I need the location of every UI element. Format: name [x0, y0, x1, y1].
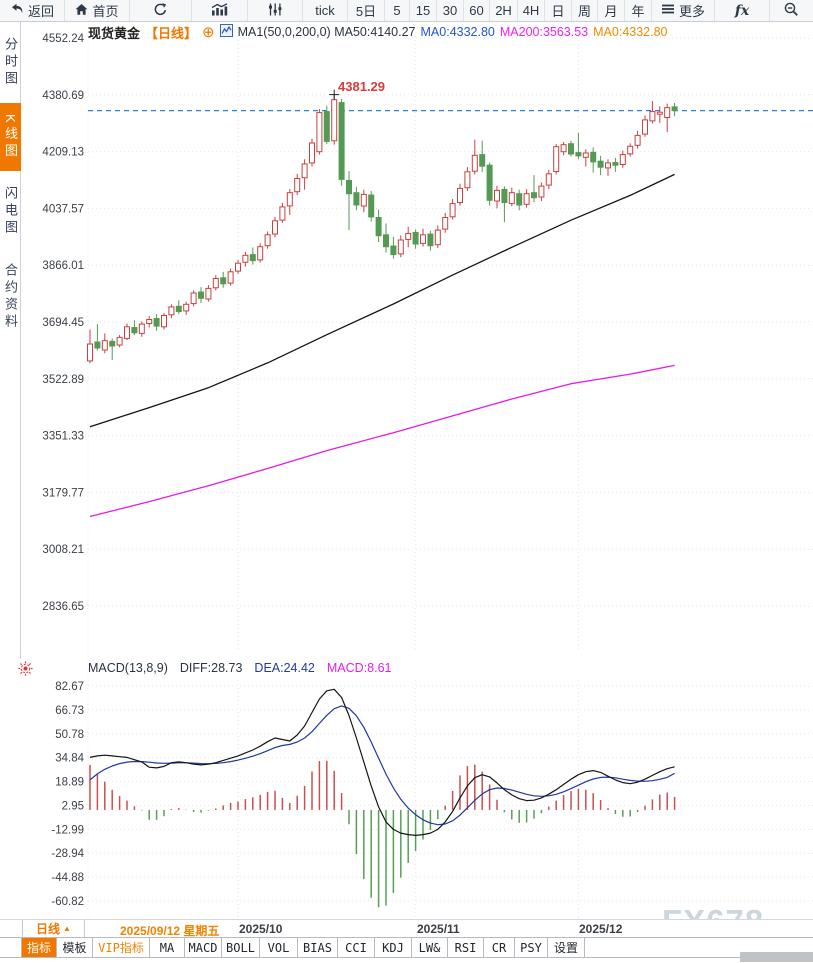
svg-text:2.95: 2.95: [62, 800, 84, 812]
chart-mode-sidebar: 分时图 K线图 闪电图 合约资料: [0, 22, 21, 659]
svg-text:66.73: 66.73: [55, 705, 84, 717]
tabbar-spacer: [0, 938, 22, 957]
period-name: 【日线】: [145, 25, 198, 41]
tab-settings[interactable]: 设置: [548, 938, 585, 957]
triangle-up-icon: ▲: [63, 924, 71, 933]
svg-text:3008.21: 3008.21: [42, 544, 84, 556]
svg-text:50.78: 50.78: [55, 729, 84, 741]
tab-cci[interactable]: CCI: [338, 938, 375, 957]
svg-text:3351.33: 3351.33: [42, 431, 84, 443]
interval-day-button[interactable]: 日: [545, 0, 572, 21]
ma-settings-label: MA1(50,0,200,0) MA50:4140.27: [237, 25, 416, 39]
macd-diff-value: DIFF:28.73: [179, 661, 243, 675]
interval-month-button[interactable]: 月: [598, 0, 625, 21]
svg-text:4209.13: 4209.13: [42, 147, 84, 159]
tab-ma[interactable]: MA: [150, 938, 185, 957]
tab-indicators[interactable]: 指标: [22, 938, 57, 957]
zoom-out-button[interactable]: [770, 0, 813, 21]
bar-chart-icon: [211, 2, 228, 19]
month-label-dec: 2025/12: [579, 922, 623, 936]
interval-4h-button[interactable]: 4H: [518, 0, 545, 21]
tab-bias[interactable]: BIAS: [298, 938, 338, 957]
interval-60min-button[interactable]: 60: [464, 0, 490, 21]
svg-text:3179.77: 3179.77: [42, 487, 84, 499]
back-label: 返回: [27, 4, 54, 19]
svg-text:3866.01: 3866.01: [42, 260, 84, 272]
svg-text:-12.99: -12.99: [51, 824, 84, 836]
macd-header: MACD(13,8,9) DIFF:28.73 DEA:24.42 MACD:8…: [88, 661, 392, 675]
macd-params-label: MACD(13,8,9): [88, 661, 168, 675]
indicator-settings-sun-icon[interactable]: [18, 661, 33, 681]
interval-tick-button[interactable]: tick: [303, 0, 348, 21]
refresh-button[interactable]: [130, 0, 192, 21]
formula-fx-button[interactable]: fx: [715, 0, 770, 21]
svg-text:2836.65: 2836.65: [42, 601, 84, 613]
ma200-label: MA200:3563.53: [499, 25, 589, 39]
ma0-orange-label: MA0:4332.80: [593, 25, 668, 39]
interval-15min-button[interactable]: 15: [410, 0, 437, 21]
home-label: 首页: [92, 4, 119, 19]
svg-text:3694.45: 3694.45: [42, 317, 84, 329]
chart-type-button[interactable]: [192, 0, 248, 21]
home-button[interactable]: 首页: [65, 0, 130, 21]
tab-lw[interactable]: LW&: [412, 938, 448, 957]
indicator-tabbar: 指标 模板 VIP指标 MA MACD BOLL VOL BIAS CCI KD…: [0, 937, 813, 958]
macd-hist-value: MACD:8.61: [326, 661, 392, 675]
back-button[interactable]: 返回: [0, 0, 65, 21]
tab-psy[interactable]: PSY: [515, 938, 548, 957]
mini-chart-icon[interactable]: [219, 24, 233, 40]
interval-30min-button[interactable]: 30: [437, 0, 464, 21]
svg-text:-44.88: -44.88: [51, 872, 84, 884]
tab-macd[interactable]: MACD: [185, 938, 222, 957]
add-indicator-icon[interactable]: ⊕: [202, 23, 215, 41]
interval-5day-button[interactable]: 5日: [348, 0, 385, 21]
peak-price-annotation: 4381.29: [338, 79, 385, 94]
back-arrow-icon: [10, 3, 24, 18]
svg-text:18.89: 18.89: [55, 777, 84, 789]
zoom-out-icon: [784, 2, 799, 20]
svg-text:4380.69: 4380.69: [42, 90, 84, 102]
month-label-oct: 2025/10: [239, 922, 283, 936]
svg-text:82.67: 82.67: [55, 681, 84, 693]
svg-text:3522.89: 3522.89: [42, 374, 84, 386]
sidebar-item-candle-chart[interactable]: K线图: [0, 103, 21, 171]
top-toolbar: 返回 首页 tick 5日 5 15 30 60 2H 4H 日 周 月 年 更…: [0, 0, 813, 22]
svg-text:34.84: 34.84: [55, 753, 84, 765]
refresh-icon: [153, 2, 168, 20]
tab-boll[interactable]: BOLL: [222, 938, 260, 957]
tab-rsi[interactable]: RSI: [448, 938, 484, 957]
ma0-blue-label: MA0:4332.80: [420, 25, 495, 39]
sidebar-item-time-chart[interactable]: 分时图: [3, 36, 18, 88]
tab-vip-indicators[interactable]: VIP指标: [93, 938, 150, 957]
macd-dea-value: DEA:24.42: [254, 661, 315, 675]
symbol-name: 现货黄金: [88, 25, 141, 41]
xaxis-row: 日线 ▲ 2025/09/12 星期五 2025/10 2025/11 2025…: [0, 919, 813, 938]
svg-text:-28.94: -28.94: [51, 848, 84, 860]
horizontal-scrollbar-thumb[interactable]: [740, 952, 813, 962]
more-menu-button[interactable]: 更多: [652, 0, 715, 21]
chart-header: 现货黄金 【日线】 ⊕ MA1(50,0,200,0) MA50:4140.27…: [88, 23, 668, 41]
period-selector[interactable]: 日线 ▲: [22, 920, 85, 937]
tab-templates[interactable]: 模板: [57, 938, 93, 957]
month-label-nov: 2025/11: [417, 922, 460, 936]
hamburger-menu-icon: [661, 3, 675, 18]
svg-text:4037.57: 4037.57: [42, 203, 84, 215]
settings-sliders-button[interactable]: [248, 0, 303, 21]
tab-vol[interactable]: VOL: [260, 938, 298, 957]
interval-2h-button[interactable]: 2H: [490, 0, 518, 21]
home-icon: [75, 3, 88, 19]
sidebar-item-contract-info[interactable]: 合约资料: [3, 263, 18, 331]
sliders-icon: [268, 3, 283, 19]
tab-kdj[interactable]: KDJ: [375, 938, 412, 957]
tab-cr[interactable]: CR: [484, 938, 515, 957]
interval-week-button[interactable]: 周: [572, 0, 598, 21]
interval-year-button[interactable]: 年: [625, 0, 652, 21]
sidebar-item-lightning-chart[interactable]: 闪电图: [3, 185, 18, 237]
svg-text:-60.82: -60.82: [51, 896, 84, 908]
interval-5min-button[interactable]: 5: [385, 0, 410, 21]
svg-text:4552.24: 4552.24: [42, 33, 84, 45]
start-date-label: 2025/09/12 星期五: [120, 924, 220, 938]
